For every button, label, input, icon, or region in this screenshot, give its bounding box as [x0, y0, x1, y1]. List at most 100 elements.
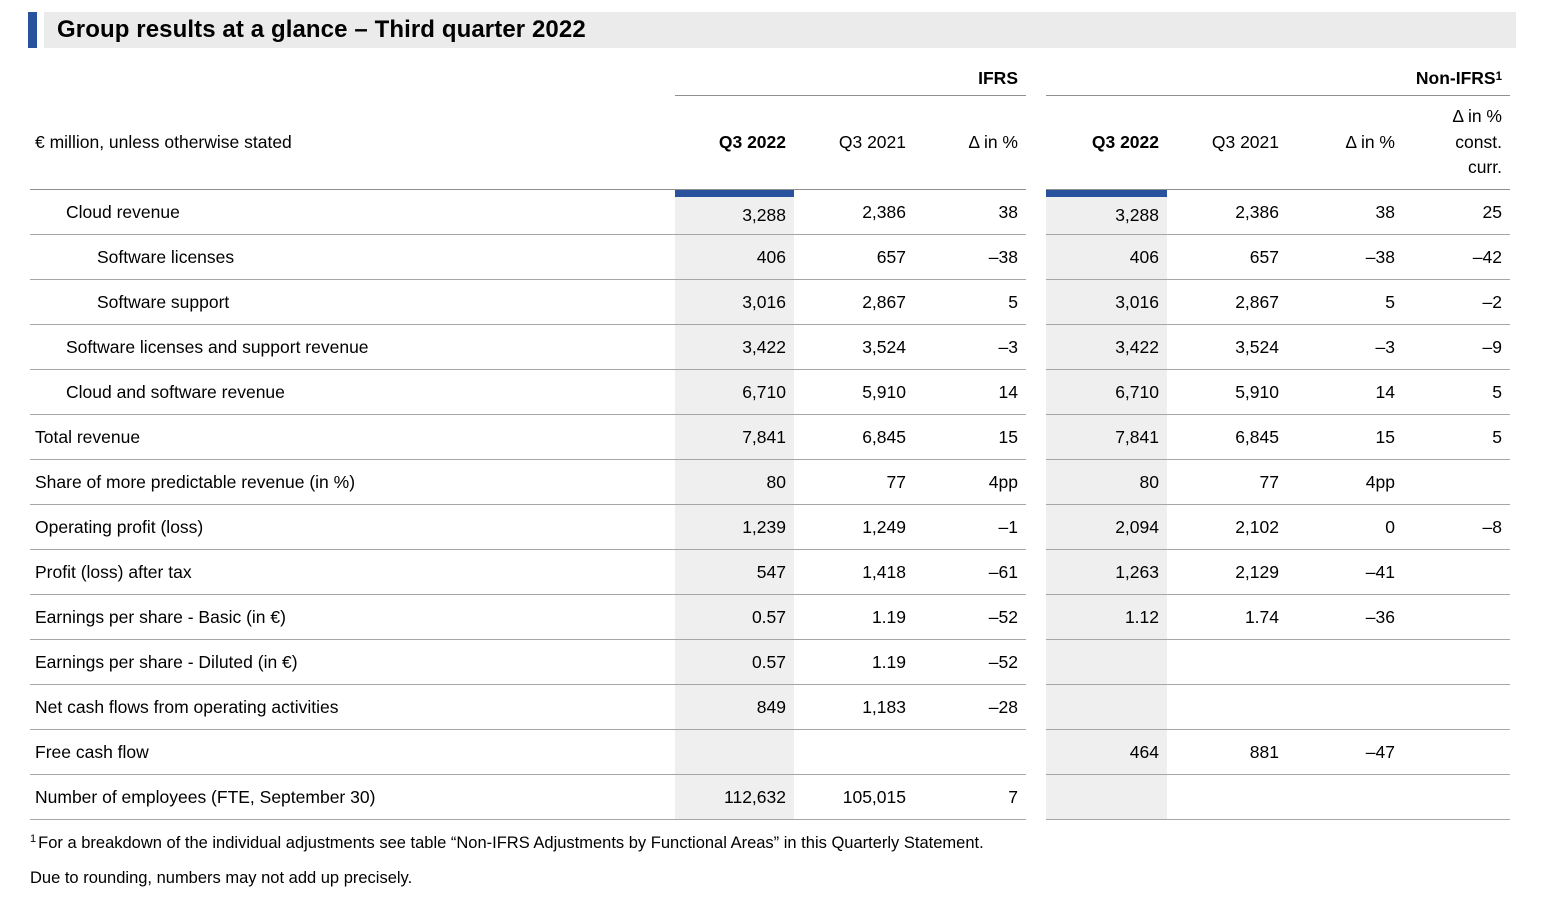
cell-non-ifrs-q3-2021: 657	[1167, 235, 1287, 280]
cell-ifrs-q3-2021: 1.19	[794, 640, 914, 685]
cell-non-ifrs-delta-const-curr: –42	[1403, 235, 1510, 280]
cell-ifrs-q3-2022: 0.57	[675, 595, 794, 640]
cell-ifrs-q3-2021: 2,386	[794, 190, 914, 235]
cell-ifrs-q3-2022: 0.57	[675, 640, 794, 685]
cell-ifrs-q3-2021: 1.19	[794, 595, 914, 640]
cell-non-ifrs-q3-2022: 3,422	[1046, 325, 1167, 370]
cell-non-ifrs-delta-const-curr: –9	[1403, 325, 1510, 370]
delta-const-curr-line: const.	[1455, 131, 1502, 152]
row-label: Free cash flow	[30, 730, 675, 775]
cell-ifrs-q3-2022: 547	[675, 550, 794, 595]
table-row: Free cash flow 464 881 –47	[30, 730, 1510, 775]
group-gap	[1026, 730, 1046, 775]
table-row: Software support 3,016 2,867 5 3,016 2,8…	[30, 280, 1510, 325]
cell-ifrs-q3-2022: 7,841	[675, 415, 794, 460]
cell-non-ifrs-delta: –47	[1287, 730, 1403, 775]
table-body: Cloud revenue 3,288 2,386 38 3,288 2,386…	[30, 190, 1510, 820]
ifrs-group-label: IFRS	[978, 68, 1018, 88]
group-gap	[1026, 640, 1046, 685]
group-gap	[1026, 280, 1046, 325]
cell-ifrs-q3-2021: 3,524	[794, 325, 914, 370]
row-label: Number of employees (FTE, September 30)	[30, 775, 675, 820]
cell-non-ifrs-delta: –41	[1287, 550, 1403, 595]
cell-ifrs-q3-2021: 2,867	[794, 280, 914, 325]
cell-ifrs-delta: 4pp	[914, 460, 1026, 505]
cell-non-ifrs-delta-const-curr: 25	[1403, 190, 1510, 235]
non-ifrs-group-label: Non-IFRS	[1415, 68, 1496, 88]
cell-ifrs-q3-2021: 1,249	[794, 505, 914, 550]
cell-non-ifrs-delta-const-curr	[1403, 595, 1510, 640]
table-column-header-row: € million, unless otherwise stated Q3 20…	[30, 96, 1510, 190]
cell-ifrs-q3-2022: 3,016	[675, 280, 794, 325]
row-label: Earnings per share - Basic (in €)	[30, 595, 675, 640]
table-row: Earnings per share - Diluted (in €) 0.57…	[30, 640, 1510, 685]
cell-ifrs-q3-2021: 77	[794, 460, 914, 505]
cell-non-ifrs-q3-2022: 80	[1046, 460, 1167, 505]
cell-non-ifrs-q3-2022	[1046, 685, 1167, 730]
group-gap	[1026, 595, 1046, 640]
cell-non-ifrs-q3-2022: 3,016	[1046, 280, 1167, 325]
page-title: Group results at a glance – Third quarte…	[57, 16, 586, 43]
cell-ifrs-q3-2021: 5,910	[794, 370, 914, 415]
cell-ifrs-delta: –38	[914, 235, 1026, 280]
cell-ifrs-delta: –3	[914, 325, 1026, 370]
table-row: Operating profit (loss) 1,239 1,249 –1 2…	[30, 505, 1510, 550]
col-header-non-ifrs-delta-const-curr: Δ in % const. curr.	[1403, 96, 1510, 190]
cell-non-ifrs-delta: –3	[1287, 325, 1403, 370]
table-row: Software licenses and support revenue 3,…	[30, 325, 1510, 370]
cell-ifrs-q3-2021	[794, 730, 914, 775]
row-label: Total revenue	[30, 415, 675, 460]
group-gap	[1026, 370, 1046, 415]
cell-ifrs-q3-2022	[675, 730, 794, 775]
table-row: Share of more predictable revenue (in %)…	[30, 460, 1510, 505]
cell-ifrs-delta: –52	[914, 640, 1026, 685]
delta-const-curr-line: Δ in %	[1452, 106, 1502, 127]
cell-non-ifrs-delta-const-curr	[1403, 685, 1510, 730]
cell-non-ifrs-delta-const-curr: 5	[1403, 370, 1510, 415]
cell-non-ifrs-delta-const-curr	[1403, 640, 1510, 685]
group-gap	[1026, 60, 1046, 96]
group-header-non-ifrs: Non-IFRS 1	[1046, 60, 1510, 96]
table-row: Cloud revenue 3,288 2,386 38 3,288 2,386…	[30, 190, 1510, 235]
cell-non-ifrs-delta: 4pp	[1287, 460, 1403, 505]
col-header-non-ifrs-q3-2021: Q3 2021	[1167, 96, 1287, 190]
row-label: Cloud revenue	[30, 190, 675, 235]
footnote-1: 1 For a breakdown of the individual adjus…	[30, 833, 1510, 854]
cell-ifrs-q3-2021: 1,183	[794, 685, 914, 730]
cell-ifrs-delta: 7	[914, 775, 1026, 820]
col-header-ifrs-q3-2022: Q3 2022	[675, 96, 794, 190]
table-row: Profit (loss) after tax 547 1,418 –61 1,…	[30, 550, 1510, 595]
cell-non-ifrs-q3-2021: 2,102	[1167, 505, 1287, 550]
non-ifrs-footnote-marker: 1	[1495, 70, 1502, 83]
group-gap	[1026, 325, 1046, 370]
group-gap	[1026, 505, 1046, 550]
cell-non-ifrs-q3-2022: 2,094	[1046, 505, 1167, 550]
cell-non-ifrs-delta-const-curr	[1403, 550, 1510, 595]
cell-non-ifrs-delta	[1287, 685, 1403, 730]
table-row: Software licenses 406 657 –38 406 657 –3…	[30, 235, 1510, 280]
cell-ifrs-delta: –1	[914, 505, 1026, 550]
cell-non-ifrs-q3-2021: 2,867	[1167, 280, 1287, 325]
cell-non-ifrs-q3-2022: 3,288	[1046, 190, 1167, 235]
cell-non-ifrs-q3-2022: 406	[1046, 235, 1167, 280]
cell-non-ifrs-delta	[1287, 640, 1403, 685]
cell-non-ifrs-delta-const-curr: –8	[1403, 505, 1510, 550]
cell-non-ifrs-q3-2022: 464	[1046, 730, 1167, 775]
footnote-text: For a breakdown of the individual adjust…	[38, 834, 984, 852]
results-table: IFRS Non-IFRS 1 € million, unless otherwi…	[30, 60, 1510, 820]
row-label: Share of more predictable revenue (in %)	[30, 460, 675, 505]
cell-ifrs-q3-2022: 3,422	[675, 325, 794, 370]
cell-non-ifrs-q3-2022: 7,841	[1046, 415, 1167, 460]
cell-non-ifrs-q3-2021: 5,910	[1167, 370, 1287, 415]
cell-non-ifrs-delta-const-curr: –2	[1403, 280, 1510, 325]
cell-non-ifrs-delta: –36	[1287, 595, 1403, 640]
cell-ifrs-delta: 38	[914, 190, 1026, 235]
cell-non-ifrs-q3-2021: 2,129	[1167, 550, 1287, 595]
group-gap	[1026, 550, 1046, 595]
row-label: Earnings per share - Diluted (in €)	[30, 640, 675, 685]
cell-ifrs-q3-2022: 1,239	[675, 505, 794, 550]
table-row: Number of employees (FTE, September 30) …	[30, 775, 1510, 820]
row-label: Net cash flows from operating activities	[30, 685, 675, 730]
cell-non-ifrs-delta: 5	[1287, 280, 1403, 325]
